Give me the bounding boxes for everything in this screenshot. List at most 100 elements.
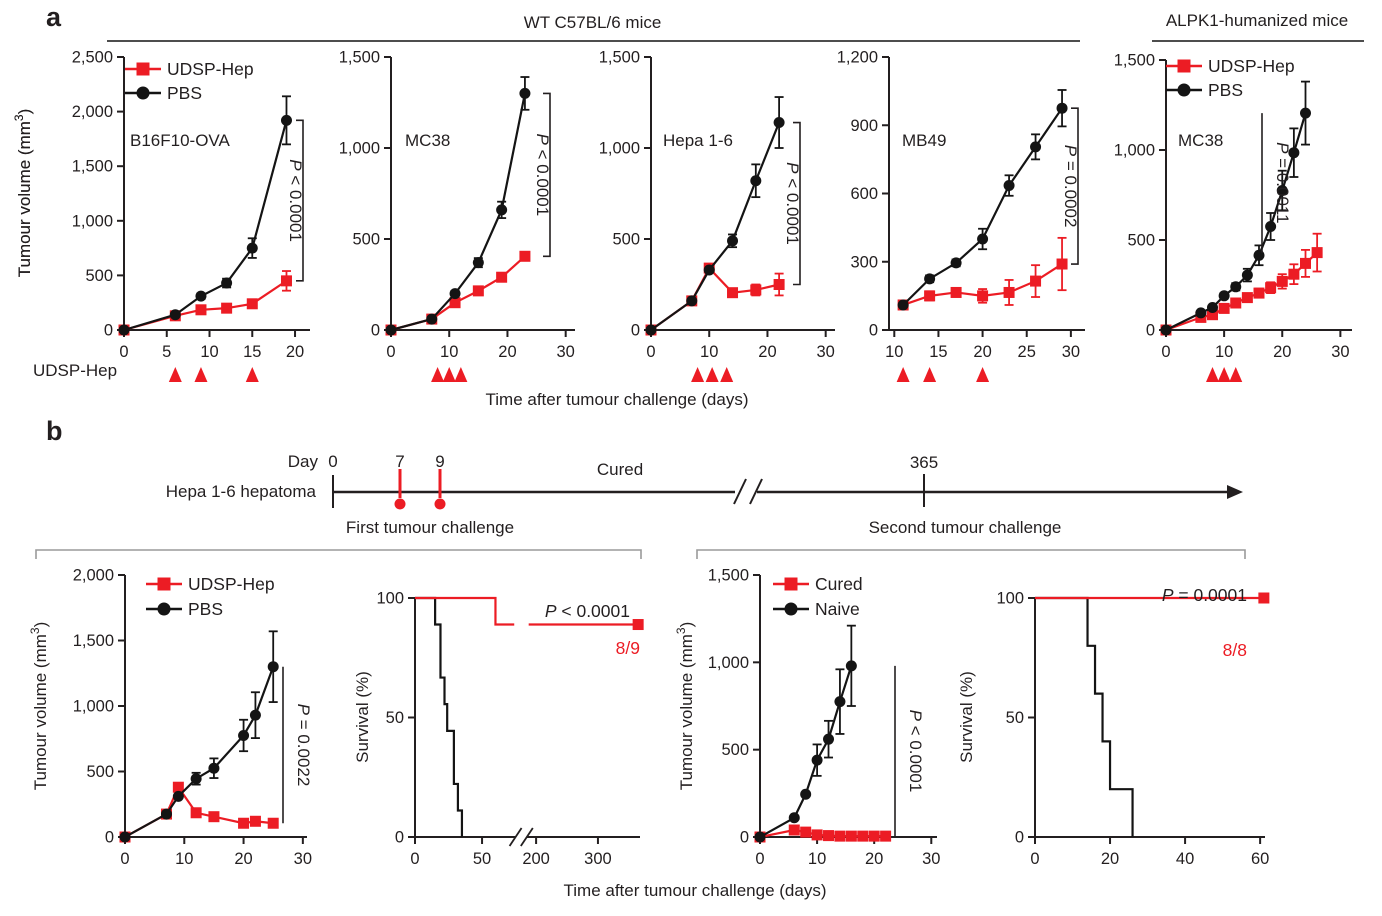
svg-text:0: 0 xyxy=(386,343,395,361)
svg-text:20: 20 xyxy=(1273,343,1291,361)
arrowhead-icon xyxy=(1227,485,1243,499)
b1-series-PBS xyxy=(119,630,279,843)
s1-series-UDSP-Hep-after-break xyxy=(528,619,644,631)
svg-text:Survival (%): Survival (%) xyxy=(353,671,372,763)
svg-text:1,500: 1,500 xyxy=(708,567,749,585)
svg-text:1,500: 1,500 xyxy=(72,158,113,176)
svg-text:50: 50 xyxy=(1006,709,1024,727)
chart-a3: 0 500 1,000 1,500 0 10 20 30 Hepa 1-6 P < 0.0001 xyxy=(599,49,835,382)
a1-series-UDSP-Hep xyxy=(118,270,292,336)
svg-text:0: 0 xyxy=(1161,343,1170,361)
svg-text:10: 10 xyxy=(885,343,903,361)
b3-series-Cured xyxy=(754,824,892,843)
timeline: Hepa 1-6 hepatoma Day 0 7 9 Cured 365 xyxy=(166,452,1243,510)
svg-text:P < 0.0001: P < 0.0001 xyxy=(545,601,630,621)
dose-arrow-icon xyxy=(1206,367,1219,382)
svg-text:20: 20 xyxy=(1101,850,1119,868)
svg-text:10: 10 xyxy=(175,850,193,868)
a3-series-PBS xyxy=(645,96,785,336)
svg-text:30: 30 xyxy=(294,850,312,868)
dose-arrow-icon xyxy=(442,367,456,382)
a4-series-PBS xyxy=(897,89,1068,311)
a2-series-PBS xyxy=(385,76,531,336)
svg-text:1,500: 1,500 xyxy=(1114,52,1155,70)
svg-text:P = 0.0002: P = 0.0002 xyxy=(1061,145,1080,228)
dose-arrow-icon xyxy=(896,367,910,382)
svg-text:P < 0.0001: P < 0.0001 xyxy=(783,162,802,245)
svg-text:Tumour volume (mm3): Tumour volume (mm3) xyxy=(12,109,34,278)
svg-text:Naive: Naive xyxy=(815,599,860,619)
svg-text:2,500: 2,500 xyxy=(72,49,113,67)
svg-text:P < 0.0001: P < 0.0001 xyxy=(286,159,305,242)
svg-text:PBS: PBS xyxy=(167,83,202,103)
svg-text:0: 0 xyxy=(646,343,655,361)
svg-text:UDSP-Hep: UDSP-Hep xyxy=(167,59,254,79)
chart-b1: 0 500 1,000 1,500 2,000 0 10 20 30 Tumour volume … xyxy=(28,567,313,869)
svg-text:20: 20 xyxy=(758,343,776,361)
s1-series-UDSP-Hep xyxy=(415,596,515,626)
svg-text:Survival (%): Survival (%) xyxy=(957,671,976,763)
svg-text:0: 0 xyxy=(328,452,337,471)
svg-text:P = 0.0001: P = 0.0001 xyxy=(1162,585,1247,605)
svg-text:9: 9 xyxy=(435,452,444,471)
svg-text:P = 0.0022: P = 0.0022 xyxy=(294,704,313,787)
svg-text:0: 0 xyxy=(395,829,404,847)
dose-arrow-icon xyxy=(1217,367,1231,382)
svg-text:600: 600 xyxy=(850,185,878,203)
first-challenge-bracket xyxy=(35,549,642,559)
s1-series-PBS xyxy=(415,596,464,837)
svg-text:500: 500 xyxy=(1127,232,1155,250)
svg-text:Tumour volume (mm3): Tumour volume (mm3) xyxy=(28,622,50,791)
svg-text:Cured: Cured xyxy=(815,574,863,594)
svg-text:Tumour volume (mm3): Tumour volume (mm3) xyxy=(12,109,34,278)
svg-text:P < 0.0001: P < 0.0001 xyxy=(533,133,552,216)
svg-text:0: 0 xyxy=(631,322,640,340)
svg-text:1,000: 1,000 xyxy=(72,212,113,230)
svg-text:1,200: 1,200 xyxy=(837,49,878,67)
svg-text:100: 100 xyxy=(996,590,1024,608)
svg-text:1,500: 1,500 xyxy=(339,49,380,67)
wt-mice-header: WT C57BL/6 mice xyxy=(523,13,662,32)
svg-text:0: 0 xyxy=(104,322,113,340)
svg-text:0: 0 xyxy=(119,343,128,361)
svg-text:30: 30 xyxy=(817,343,835,361)
svg-text:Tumour volume (mm3): Tumour volume (mm3) xyxy=(674,622,696,791)
svg-text:0: 0 xyxy=(1146,322,1155,340)
svg-text:15: 15 xyxy=(243,343,261,361)
svg-text:10: 10 xyxy=(200,343,218,361)
dose-arrow-icon xyxy=(976,367,990,382)
dose-arrow-icon xyxy=(168,367,182,382)
svg-text:500: 500 xyxy=(352,231,380,249)
svg-text:900: 900 xyxy=(850,117,878,135)
svg-text:100: 100 xyxy=(376,590,404,608)
svg-text:MC38: MC38 xyxy=(405,131,450,150)
second-challenge-bracket xyxy=(696,549,1246,559)
a4-series-UDSP-Hep xyxy=(897,236,1068,311)
a5-series-PBS xyxy=(1160,80,1311,336)
svg-text:50: 50 xyxy=(473,850,491,868)
svg-text:0: 0 xyxy=(755,850,764,868)
svg-text:0: 0 xyxy=(371,322,380,340)
svg-text:0: 0 xyxy=(410,850,419,868)
svg-text:UDSP-Hep: UDSP-Hep xyxy=(188,574,275,594)
svg-text:500: 500 xyxy=(612,231,640,249)
svg-text:0: 0 xyxy=(1015,829,1024,847)
svg-text:PBS: PBS xyxy=(1208,80,1243,100)
svg-text:300: 300 xyxy=(850,253,878,271)
chart-b3: 0 500 1,000 1,500 0 10 20 30 Tumour volume (mm3)… xyxy=(674,567,940,869)
svg-text:0: 0 xyxy=(105,829,114,847)
treatment-row-label: UDSP-Hep xyxy=(33,361,118,380)
a1-series-PBS xyxy=(118,95,292,336)
svg-text:500: 500 xyxy=(86,763,114,781)
second-challenge-title: Second tumour challenge xyxy=(868,518,1062,537)
chart-s1: 0 50 100 0 50 200 300 Survival (%) P < 0.0001 8/9 xyxy=(353,590,644,868)
b3-series-Naive xyxy=(754,624,857,843)
dose-arrow-icon xyxy=(194,367,208,382)
dose-lollipop-icon xyxy=(394,498,406,510)
svg-text:10: 10 xyxy=(440,343,458,361)
svg-text:P < 0.0001: P < 0.0001 xyxy=(906,710,925,793)
svg-text:P = 0.0011: P = 0.0011 xyxy=(1273,142,1292,223)
dose-lollipop-icon xyxy=(434,498,446,510)
